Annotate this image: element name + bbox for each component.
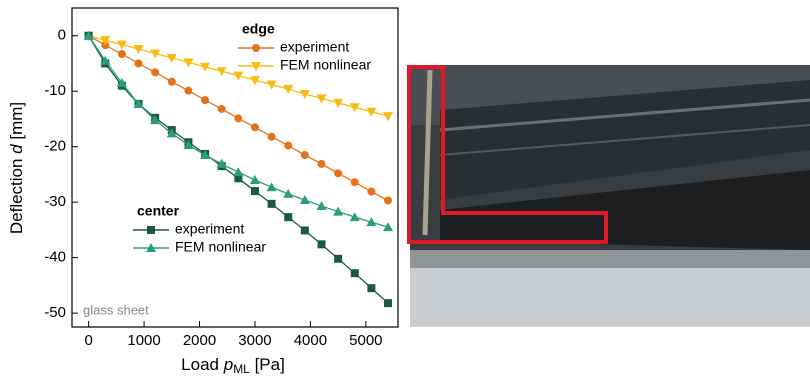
x-label-var: p [223,355,233,374]
marker [151,68,160,77]
marker [316,201,327,211]
marker [267,199,276,208]
legend-marker [146,243,156,252]
x-tick-label: 3000 [238,332,271,349]
legend-label: experiment [175,221,244,237]
x-tick-label: 4000 [294,332,327,349]
marker [183,140,194,150]
marker [350,178,359,187]
marker [216,67,227,77]
marker [134,59,143,68]
marker [133,45,144,55]
legend-marker [252,44,260,52]
marker [366,107,377,117]
marker [200,62,211,72]
y-tick-label: -20 [44,138,66,155]
marker [317,240,326,249]
marker [100,55,111,65]
marker [184,86,193,95]
marker [250,187,259,196]
marker [201,96,210,105]
marker [383,112,394,122]
y-label-part: Deflection [7,154,26,234]
y-tick-label: -40 [44,249,66,266]
marker [167,77,176,86]
marker [234,114,243,123]
marker [150,49,161,59]
marker [200,150,211,160]
marker [366,217,377,227]
marker [217,104,226,113]
marker [133,98,144,108]
marker [334,254,343,263]
marker [333,98,344,108]
marker [299,194,310,204]
marker [216,158,227,168]
legend-marker [147,226,155,234]
legend-marker [251,62,261,71]
marker [233,71,244,81]
marker [283,188,294,198]
x-tick-label: 2000 [183,332,216,349]
x-tick-label: 1000 [127,332,160,349]
legend-title: center [137,203,180,219]
marker [300,226,309,235]
marker [183,58,194,68]
plot-frame [71,7,399,328]
y-axis-label: Deflection d [mm] [7,102,26,234]
marker [284,213,293,222]
marker [116,77,127,87]
annotation: glass sheet [83,302,149,317]
legend-label: FEM nonlinear [175,239,266,255]
x-label-part: Load [181,355,224,374]
marker [266,80,277,90]
marker [266,182,277,192]
marker [300,151,309,160]
legend-label: FEM nonlinear [280,57,371,73]
marker [334,169,343,178]
marker [284,141,293,150]
marker [116,40,127,50]
legend-title: edge [242,21,275,37]
marker [234,174,243,183]
x-tick-label: 5000 [349,332,382,349]
marker [233,167,244,177]
y-label-unit: [mm] [7,102,26,145]
x-label-sub: ML [233,362,250,376]
marker [333,206,344,216]
marker [299,89,310,99]
photo [407,65,810,327]
marker [249,174,260,184]
x-tick-label: 0 [84,332,92,349]
marker [250,123,259,132]
marker [367,284,376,293]
y-tick-label: 0 [58,27,66,44]
marker [383,222,394,232]
y-tick-label: -10 [44,82,66,99]
marker [283,84,294,94]
marker [150,115,161,125]
marker [83,30,94,40]
marker [117,50,126,59]
x-axis-label: Load pML [Pa] [181,355,285,376]
marker [350,269,359,278]
marker [100,36,111,46]
x-label-unit: [Pa] [250,355,285,374]
y-label-var: d [7,144,26,154]
y-tick-label: -30 [44,193,66,210]
marker [267,132,276,141]
marker [349,212,360,222]
marker [317,159,326,168]
legend-label: experiment [280,39,349,55]
marker [384,299,393,308]
marker [166,128,177,138]
marker [316,94,327,104]
y-tick-label: -50 [44,304,66,321]
marker [384,196,393,205]
marker [349,103,360,113]
marker [367,187,376,196]
marker [166,53,177,63]
marker [249,76,260,86]
